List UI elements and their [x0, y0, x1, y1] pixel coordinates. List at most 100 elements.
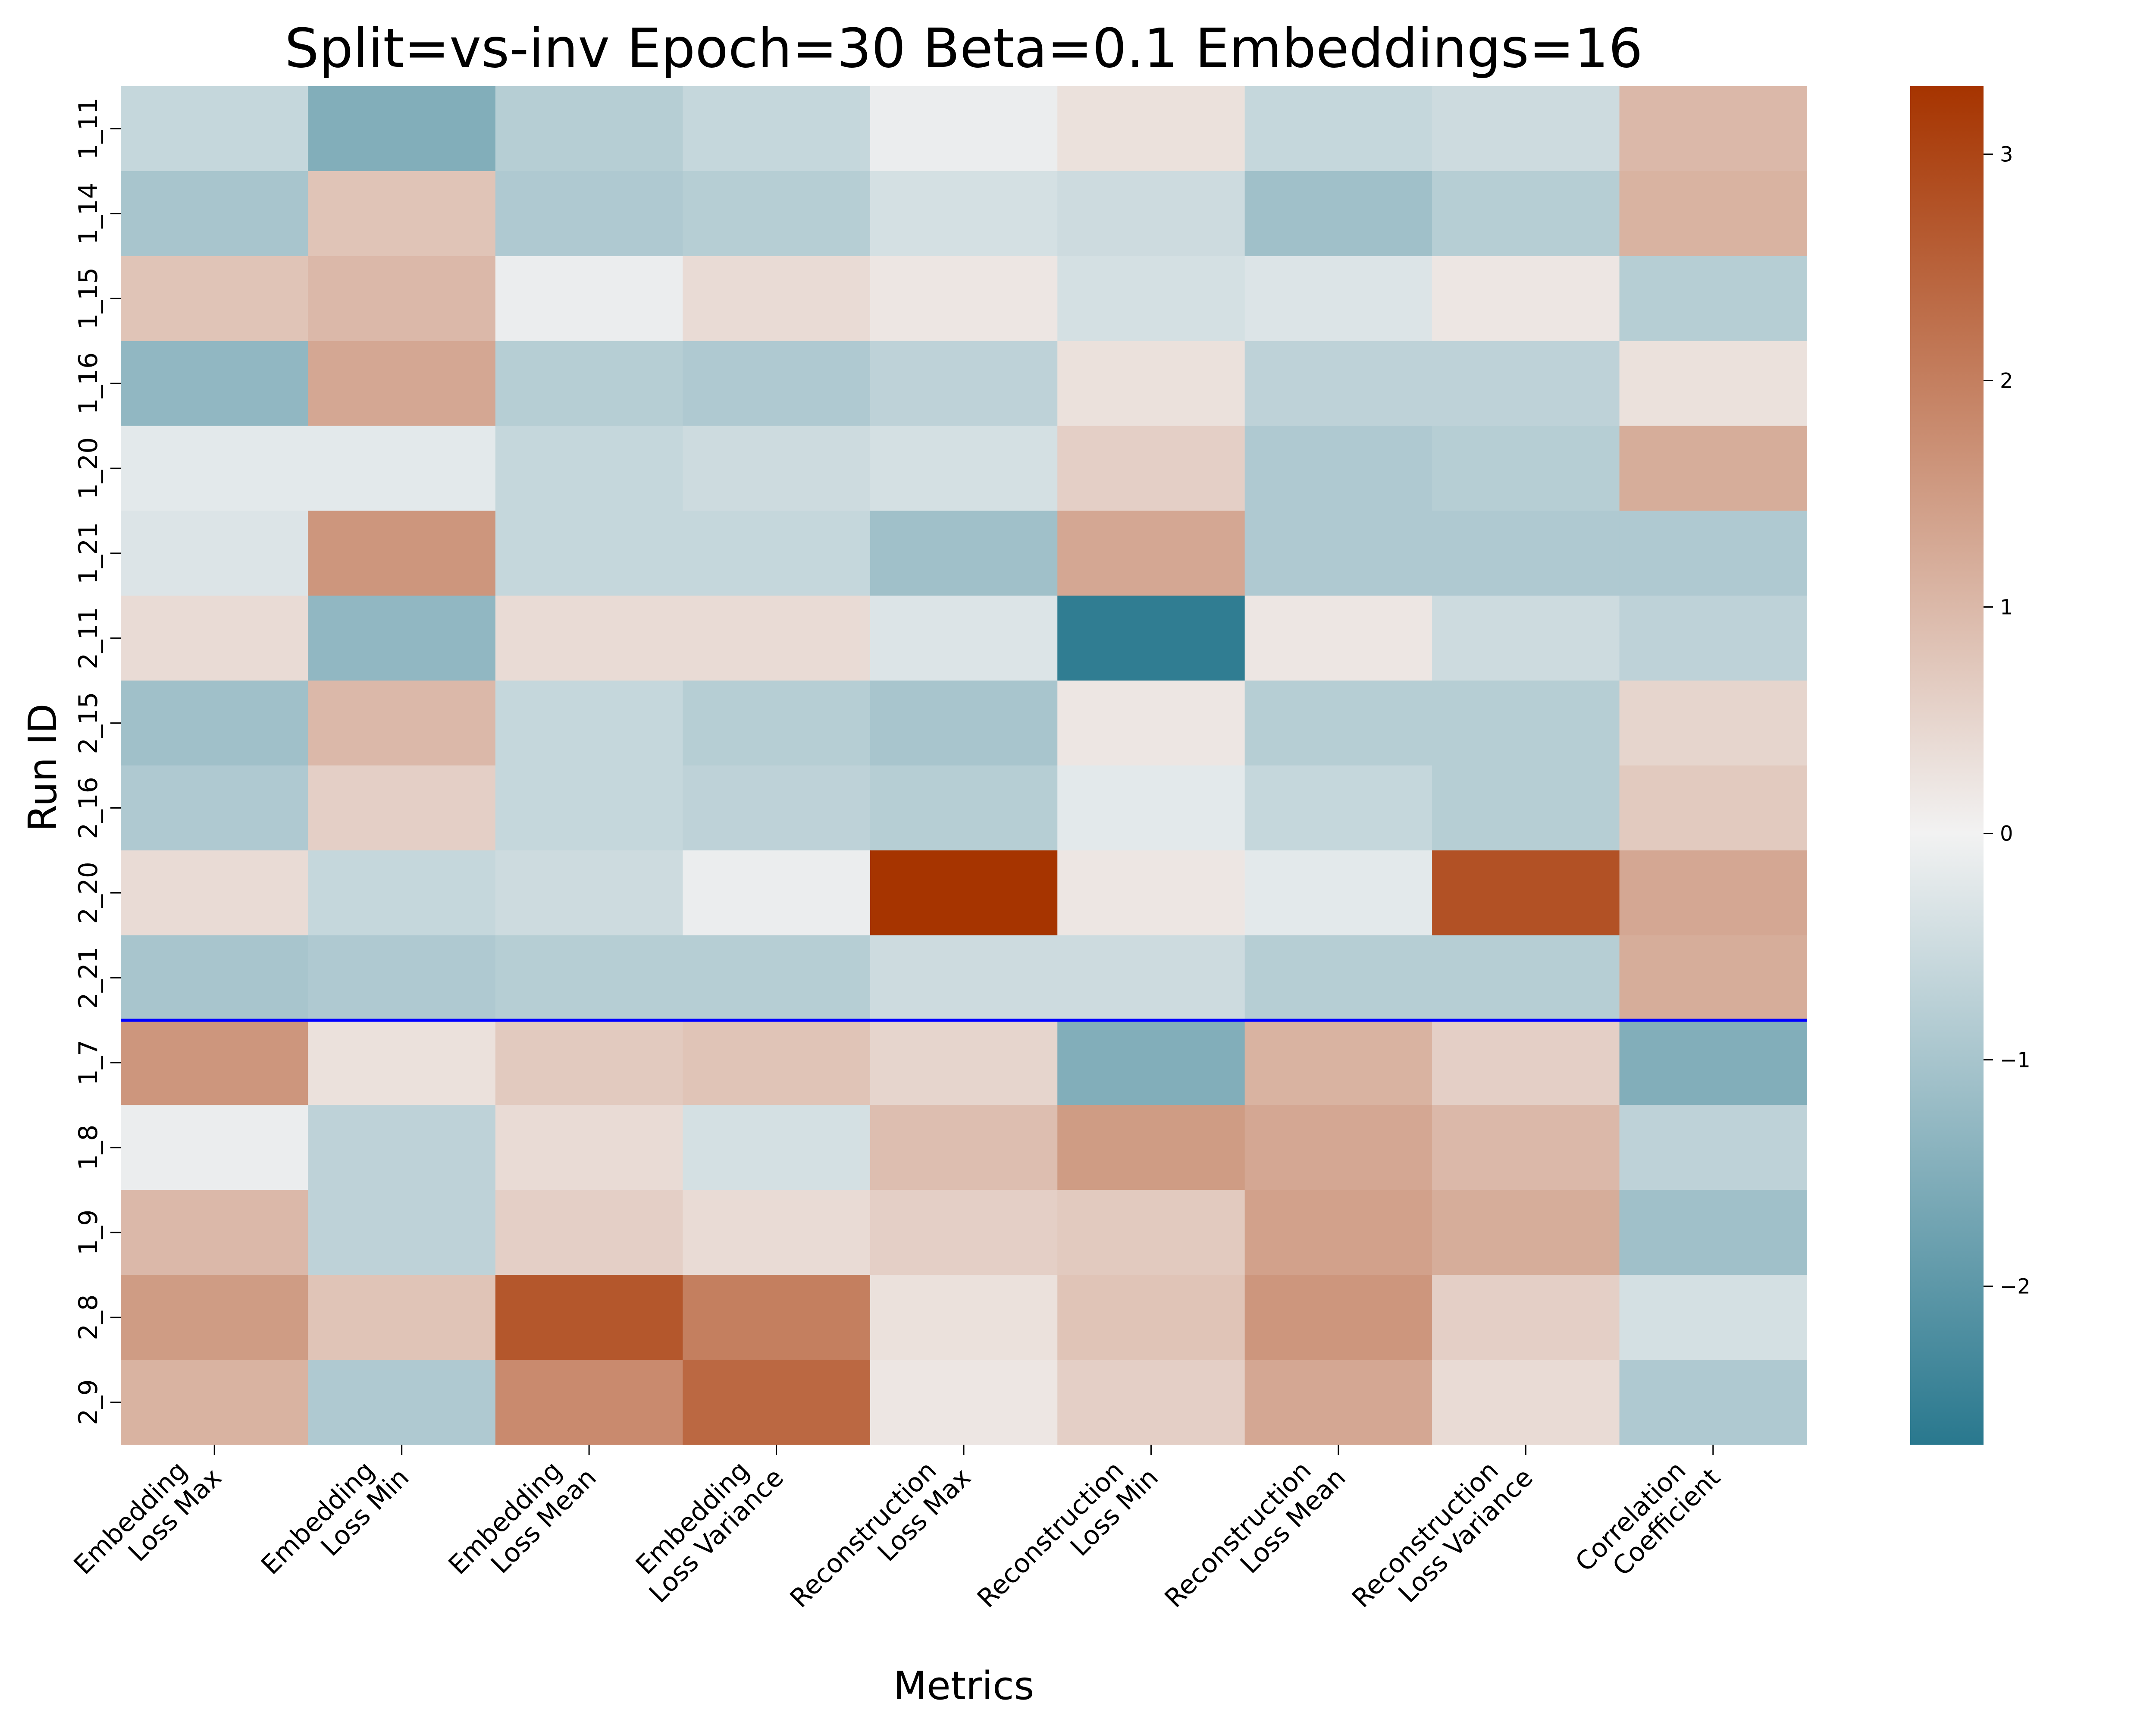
heatmap-cell — [1432, 596, 1620, 681]
heatmap-cell — [1244, 1020, 1432, 1105]
x-tick-label: ReconstructionLoss Max — [784, 1442, 977, 1634]
heatmap-cell — [1619, 256, 1807, 342]
heatmap-cell — [121, 765, 308, 851]
heatmap-cell — [870, 1360, 1058, 1445]
heatmap-cell — [1057, 341, 1245, 426]
heatmap-cell — [1432, 935, 1620, 1021]
heatmap-cell — [683, 256, 871, 342]
heatmap-cell — [870, 256, 1058, 342]
heatmap-cell — [121, 86, 308, 172]
heatmap-cell — [1057, 850, 1245, 936]
heatmap-cell — [1619, 1020, 1807, 1105]
heatmap-cell — [1244, 1105, 1432, 1190]
y-tick-label: 1_21 — [73, 522, 103, 585]
heatmap-cell — [495, 1105, 683, 1190]
heatmap-cell — [121, 256, 308, 342]
heatmap-cell — [495, 426, 683, 511]
x-tick-label: EmbeddingLoss Max — [68, 1442, 228, 1601]
heatmap-cell — [1057, 935, 1245, 1021]
heatmap-cell — [870, 681, 1058, 766]
heatmap-cell — [495, 935, 683, 1021]
heatmap-cell — [1432, 426, 1620, 511]
colorbar-tick-label: 2 — [2000, 369, 2013, 393]
heatmap-cell — [1244, 1360, 1432, 1445]
heatmap-cell — [1432, 256, 1620, 342]
heatmap-cell — [870, 1275, 1058, 1360]
heatmap-cell — [121, 1360, 308, 1445]
heatmap-cell — [1619, 765, 1807, 851]
heatmap-cell — [870, 1190, 1058, 1275]
heatmap-cell — [308, 171, 496, 257]
heatmap-cell — [1244, 341, 1432, 426]
heatmap-cell — [308, 850, 496, 936]
heatmap-cells — [121, 86, 1807, 1445]
y-ticks: 1_11 1_14 1_15 1_16 1_20 1_21 2_11 2_15 2_16 2_20… — [73, 97, 121, 1425]
heatmap-cell — [121, 1020, 308, 1105]
heatmap-cell — [1619, 426, 1807, 511]
heatmap-cell — [1057, 1020, 1245, 1105]
heatmap-cell — [683, 341, 871, 426]
heatmap-cell — [1244, 426, 1432, 511]
x-tick-label: ReconstructionLoss Mean — [1159, 1442, 1352, 1634]
heatmap-cell — [1619, 511, 1807, 596]
x-tick-label: EmbeddingLoss Min — [255, 1442, 415, 1601]
heatmap-cell — [495, 596, 683, 681]
heatmap-cell — [1432, 850, 1620, 936]
heatmap-cell — [1432, 511, 1620, 596]
heatmap-cell — [1619, 1105, 1807, 1190]
heatmap-cell — [683, 86, 871, 172]
heatmap-cell — [870, 426, 1058, 511]
heatmap-cell — [1244, 86, 1432, 172]
heatmap-cell — [121, 1105, 308, 1190]
x-tick-label: CorrelationCoefficient — [1570, 1442, 1726, 1598]
heatmap-cell — [683, 596, 871, 681]
y-tick-label: 2_11 — [73, 607, 103, 669]
heatmap-cell — [121, 681, 308, 766]
y-tick-label: 1_14 — [73, 182, 103, 245]
heatmap-cell — [495, 256, 683, 342]
heatmap-cell — [1057, 511, 1245, 596]
heatmap-cell — [1619, 341, 1807, 426]
colorbar-ticks: −2 −1 0 1 2 3 — [1984, 143, 2031, 1299]
y-tick-label: 1_8 — [73, 1125, 103, 1170]
heatmap-cell — [870, 765, 1058, 851]
heatmap-cell — [308, 1190, 496, 1275]
y-tick-label: 2_21 — [73, 947, 103, 1009]
y-axis-label: Run ID — [20, 703, 66, 831]
x-ticks: EmbeddingLoss Max EmbeddingLoss Min Embedd… — [68, 1442, 1726, 1634]
heatmap-cell — [1244, 1275, 1432, 1360]
heatmap-cell — [1057, 765, 1245, 851]
heatmap-cell — [1432, 1105, 1620, 1190]
heatmap-cell — [1244, 765, 1432, 851]
y-tick-label: 2_20 — [73, 862, 103, 924]
heatmap-cell — [1432, 341, 1620, 426]
heatmap-cell — [683, 1105, 871, 1190]
heatmap-cell — [1057, 1190, 1245, 1275]
colorbar-gradient — [1910, 86, 1984, 1445]
heatmap-cell — [495, 1020, 683, 1105]
heatmap-cell — [1432, 86, 1620, 172]
heatmap-cell — [308, 935, 496, 1021]
y-tick-label: 2_8 — [73, 1295, 103, 1340]
heatmap-cell — [495, 1360, 683, 1445]
colorbar-tick-label: −1 — [2000, 1048, 2031, 1073]
heatmap-cell — [683, 426, 871, 511]
heatmap-cell — [1244, 935, 1432, 1021]
x-tick-label: EmbeddingLoss Variance — [623, 1442, 790, 1609]
heatmap-cell — [1619, 1360, 1807, 1445]
heatmap-cell — [495, 1190, 683, 1275]
heatmap-cell — [121, 1190, 308, 1275]
heatmap-cell — [1244, 511, 1432, 596]
heatmap-cell — [1432, 1020, 1620, 1105]
heatmap-cell — [1057, 171, 1245, 257]
colorbar-tick-label: 3 — [2000, 143, 2013, 167]
heatmap-cell — [121, 1275, 308, 1360]
colorbar-tick-label: 1 — [2000, 596, 2013, 620]
heatmap-cell — [308, 86, 496, 172]
heatmap-cell — [121, 596, 308, 681]
heatmap-cell — [495, 850, 683, 936]
x-tick-label: ReconstructionLoss Min — [971, 1442, 1164, 1634]
heatmap-cell — [495, 171, 683, 257]
heatmap-cell — [1244, 1190, 1432, 1275]
heatmap-cell — [121, 426, 308, 511]
